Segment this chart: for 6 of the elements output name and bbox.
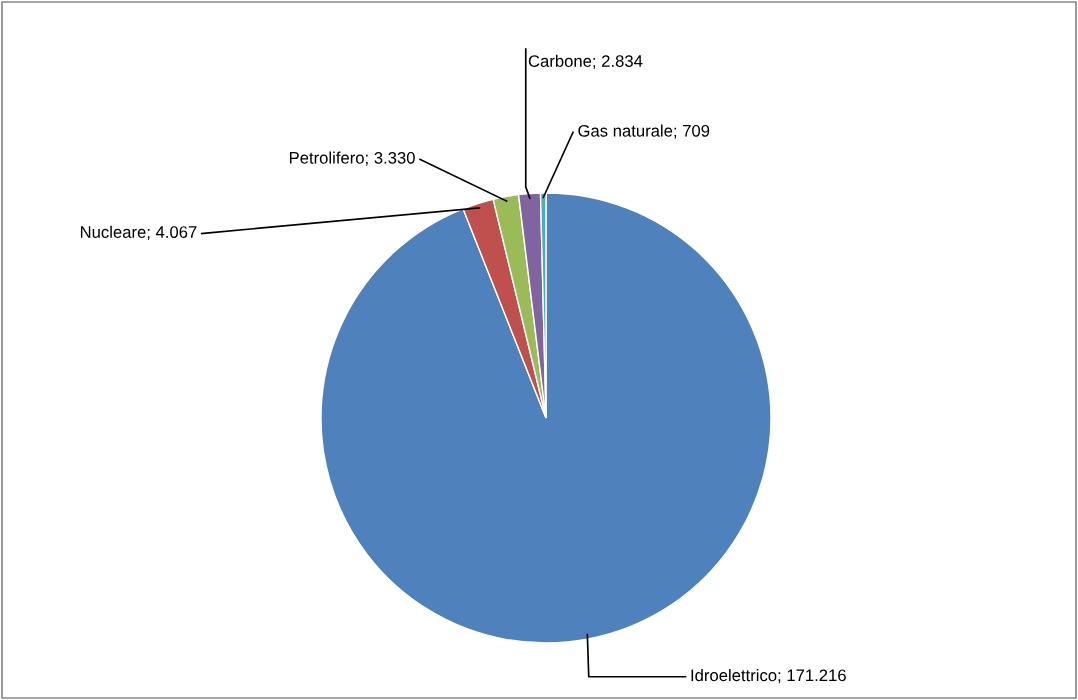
slice-label: Gas naturale; 709 <box>578 124 710 139</box>
slice-label: Nucleare; 4.067 <box>80 225 197 240</box>
slice-label: Carbone; 2.834 <box>528 54 643 69</box>
pie-slice <box>320 192 772 644</box>
slice-label: Idroelettrico; 171.216 <box>691 668 846 684</box>
slice-label: Petrolifero; 3.330 <box>289 151 415 166</box>
